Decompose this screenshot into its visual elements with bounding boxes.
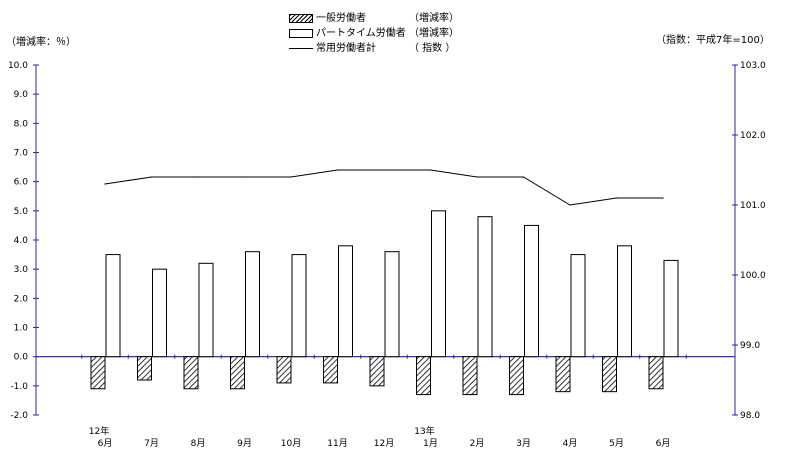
left-axis-tick-label: 8.0 bbox=[14, 119, 29, 129]
left-axis-tick-label: 9.0 bbox=[14, 90, 29, 100]
bar-parttime bbox=[570, 254, 586, 358]
bar-general bbox=[509, 356, 524, 396]
legend-label-general: 一般労働者 bbox=[316, 13, 366, 24]
bar-general bbox=[90, 356, 106, 390]
right-axis-tick-label: 98.0 bbox=[740, 411, 760, 421]
line-point-regular bbox=[150, 176, 153, 178]
x-axis-tick-label: 2月 bbox=[470, 438, 485, 449]
line-point-regular bbox=[104, 183, 106, 185]
right-axis-tick-label: 103.0 bbox=[740, 61, 766, 71]
line-point-regular bbox=[476, 176, 478, 178]
line-point-regular bbox=[243, 176, 246, 178]
legend-tag-regular: （ 指数 ） bbox=[409, 43, 456, 54]
right-axis-title: （指数：平成7年=100） bbox=[656, 35, 770, 46]
bar-parttime bbox=[338, 245, 353, 358]
bar-general bbox=[230, 356, 245, 390]
x-axis-tick-label: 6月 bbox=[656, 438, 671, 449]
bar-parttime bbox=[105, 254, 121, 358]
x-axis-year-label: 12年 bbox=[89, 425, 109, 437]
legend-tag-parttime: （増減率） bbox=[409, 28, 459, 39]
bar-general bbox=[276, 356, 292, 384]
x-axis-year-label: 13年 bbox=[414, 425, 434, 437]
line-point-regular bbox=[383, 169, 385, 171]
x-axis-tick-label: 8月 bbox=[191, 438, 206, 449]
line-point-regular bbox=[569, 204, 571, 206]
bar-general bbox=[323, 356, 338, 384]
bar-parttime bbox=[152, 268, 167, 358]
left-axis-tick-label: 2.0 bbox=[14, 294, 29, 304]
left-axis-tick-label: 3.0 bbox=[14, 265, 29, 275]
x-axis-tick-label: 6月 bbox=[98, 438, 113, 449]
right-axis-tick-label: 99.0 bbox=[740, 341, 760, 351]
bar-parttime bbox=[245, 251, 260, 358]
left-axis-title: （増減率：％） bbox=[6, 37, 76, 48]
left-axis-tick-label: 1.0 bbox=[14, 324, 29, 334]
line-regular bbox=[104, 169, 663, 206]
line-point-regular bbox=[290, 176, 292, 178]
bar-general bbox=[462, 356, 478, 396]
x-axis-tick-label: 9月 bbox=[237, 438, 252, 449]
legend-swatch-hatch bbox=[289, 14, 313, 23]
x-axis-tick-label: 5月 bbox=[609, 438, 624, 449]
bar-general bbox=[416, 356, 431, 396]
bar-general bbox=[602, 356, 617, 393]
left-axis-tick-label: 5.0 bbox=[14, 207, 29, 217]
x-axis-tick-label: 4月 bbox=[563, 438, 578, 449]
bar-parttime bbox=[524, 224, 539, 358]
bar-parttime bbox=[291, 254, 307, 358]
legend-label-parttime: パートタイム労働者 bbox=[316, 28, 406, 39]
bar-parttime bbox=[384, 251, 400, 358]
line-point-regular bbox=[662, 197, 664, 199]
bar-parttime bbox=[663, 259, 679, 358]
bar-general bbox=[137, 356, 152, 381]
line-point-regular bbox=[336, 169, 339, 171]
x-axis-tick-label: 7月 bbox=[144, 438, 159, 449]
bar-general bbox=[183, 356, 199, 390]
line-point-regular bbox=[522, 176, 525, 178]
left-axis-tick-label: 7.0 bbox=[14, 149, 29, 159]
x-axis-tick-label: 1月 bbox=[423, 438, 438, 449]
right-axis-tick-label: 102.0 bbox=[740, 131, 766, 141]
right-axis-tick-label: 101.0 bbox=[740, 201, 766, 211]
bar-general bbox=[648, 356, 664, 390]
x-axis-tick-label: 3月 bbox=[516, 438, 531, 449]
left-axis-tick-label: -2.0 bbox=[10, 411, 28, 421]
bar-parttime bbox=[617, 245, 632, 358]
left-axis-tick-label: 0.0 bbox=[14, 353, 29, 363]
x-axis-tick-label: 11月 bbox=[327, 438, 347, 449]
left-axis-tick-label: -1.0 bbox=[10, 382, 28, 392]
legend-tag-general: （増減率） bbox=[409, 13, 459, 24]
bar-general bbox=[369, 356, 385, 387]
x-axis-tick-label: 12月 bbox=[374, 438, 394, 449]
legend-swatch-outline bbox=[289, 29, 313, 38]
left-axis-tick-label: 4.0 bbox=[14, 236, 29, 246]
bar-parttime bbox=[431, 210, 446, 358]
x-axis-tick-label: 10月 bbox=[281, 438, 301, 449]
legend-label-regular: 常用労働者計 bbox=[316, 43, 376, 54]
bar-general bbox=[555, 356, 571, 393]
line-point-regular bbox=[429, 169, 432, 171]
right-axis-tick-label: 100.0 bbox=[740, 271, 766, 281]
bar-parttime bbox=[198, 262, 214, 358]
line-point-regular bbox=[615, 197, 618, 199]
left-axis-tick-label: 6.0 bbox=[14, 178, 29, 188]
legend-swatch-line bbox=[289, 48, 313, 49]
line-point-regular bbox=[197, 176, 199, 178]
left-axis-tick-label: 10.0 bbox=[8, 61, 28, 71]
bar-parttime bbox=[477, 216, 493, 358]
